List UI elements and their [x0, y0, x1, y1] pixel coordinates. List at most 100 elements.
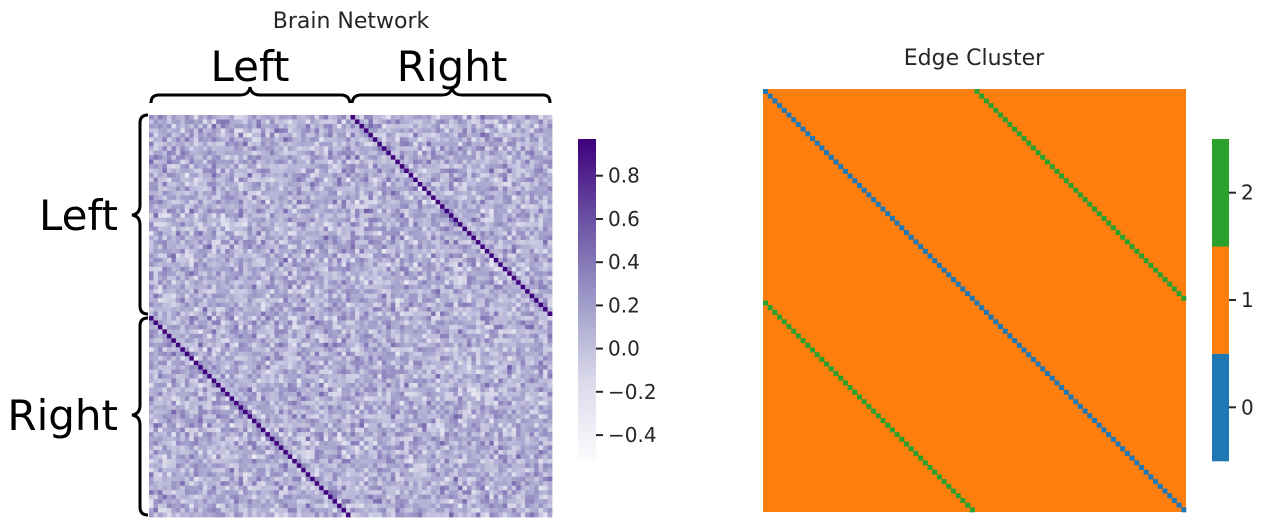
brain-cell: [337, 240, 342, 245]
brain-cell: [265, 168, 271, 174]
brain-cell: [417, 146, 423, 152]
brain-cell: [507, 307, 513, 312]
brain-cell: [175, 208, 181, 214]
brain-cell: [457, 284, 463, 290]
brain-cell: [529, 316, 535, 321]
brain-cell: [440, 173, 445, 178]
brain-cell: [202, 271, 208, 277]
brain-cell: [256, 115, 262, 120]
brain-cell: [265, 333, 271, 339]
brain-cell: [547, 253, 553, 259]
brain-cell: [202, 356, 208, 362]
brain-cell: [198, 249, 204, 254]
brain-cell: [399, 168, 405, 174]
brain-cell: [323, 333, 329, 339]
brain-cell: [287, 128, 293, 134]
brain-cell: [247, 123, 253, 129]
brain-cell: [368, 333, 374, 339]
brain-cell: [265, 289, 271, 295]
brain-cell: [511, 123, 517, 129]
brain-cell: [417, 186, 423, 192]
brain-cell: [153, 289, 159, 295]
brain-cell: [189, 240, 195, 245]
brain-cell: [377, 262, 383, 268]
brain-cell: [319, 146, 325, 152]
brain-cell: [238, 186, 244, 192]
brain-cell: [525, 257, 531, 263]
brain-cell: [493, 128, 499, 134]
brain-cell: [301, 298, 307, 303]
brain-cell: [337, 280, 342, 286]
brain-cell: [301, 280, 307, 286]
brain-cell: [216, 159, 222, 165]
brain-cell: [390, 186, 396, 192]
brain-cell: [453, 164, 459, 169]
brain-cell: [202, 164, 208, 169]
brain-cell: [359, 177, 365, 183]
brain-cell: [502, 159, 508, 165]
brain-cell: [247, 199, 253, 205]
brain-cell: [166, 164, 172, 169]
brain-cell: [538, 155, 544, 161]
brain-cell: [350, 333, 356, 339]
brain-cell: [247, 249, 253, 254]
brain-cell: [372, 182, 378, 187]
brain-cell: [399, 226, 405, 232]
brain-cell: [363, 168, 369, 174]
brain-cell: [198, 119, 204, 125]
brain-cell: [296, 302, 302, 308]
brain-cell: [417, 208, 423, 214]
brain-cell: [229, 137, 235, 143]
brain-cell: [457, 262, 463, 268]
brain-cell: [354, 249, 360, 254]
brain-cell: [534, 302, 539, 308]
brain-cell: [480, 235, 486, 241]
brain-cell: [502, 168, 508, 174]
brain-cell: [337, 168, 342, 174]
brain-cell: [292, 275, 298, 281]
brain-cell: [211, 186, 217, 192]
brain-cell: [269, 316, 275, 321]
brain-cell: [363, 284, 369, 290]
brain-cell: [529, 231, 535, 236]
brain-cell: [466, 168, 472, 174]
brain-cell: [489, 168, 495, 174]
brain-cell: [198, 329, 204, 335]
brain-cell: [525, 204, 531, 210]
brain-cell: [260, 204, 266, 210]
brain-cell: [323, 226, 329, 232]
brain-cell: [466, 320, 472, 326]
brain-cell: [274, 289, 280, 295]
brain-cell: [502, 199, 508, 205]
brain-cell: [471, 293, 477, 299]
brain-cell: [256, 293, 262, 299]
brain-cell: [346, 338, 351, 344]
brain-cell: [162, 132, 168, 138]
brain-cell: [157, 324, 163, 330]
brain-cell: [216, 316, 222, 321]
brain-cell: [466, 298, 472, 303]
brain-cell: [547, 271, 553, 277]
brain-cell: [484, 213, 490, 219]
brain-cell: [207, 311, 213, 317]
brain-cell: [489, 141, 495, 147]
brain-cell: [220, 253, 226, 259]
brain-cell: [305, 164, 311, 169]
brain-cell: [153, 208, 159, 214]
brain-cell: [162, 253, 168, 259]
brain-cell: [296, 320, 302, 326]
brain-cell: [372, 257, 378, 263]
brain-cell: [153, 271, 159, 277]
brain-cell: [525, 186, 531, 192]
brain-cell: [493, 217, 499, 223]
brain-cell: [350, 262, 356, 268]
brain-cell: [417, 240, 423, 245]
brain-cell: [265, 150, 271, 156]
brain-cell: [180, 155, 186, 161]
brain-cell: [269, 275, 275, 281]
brain-cell: [287, 244, 293, 250]
brain-cell: [180, 275, 186, 281]
brain-cell: [202, 128, 208, 134]
brain-cell: [310, 186, 316, 192]
brain-cell: [422, 190, 428, 196]
